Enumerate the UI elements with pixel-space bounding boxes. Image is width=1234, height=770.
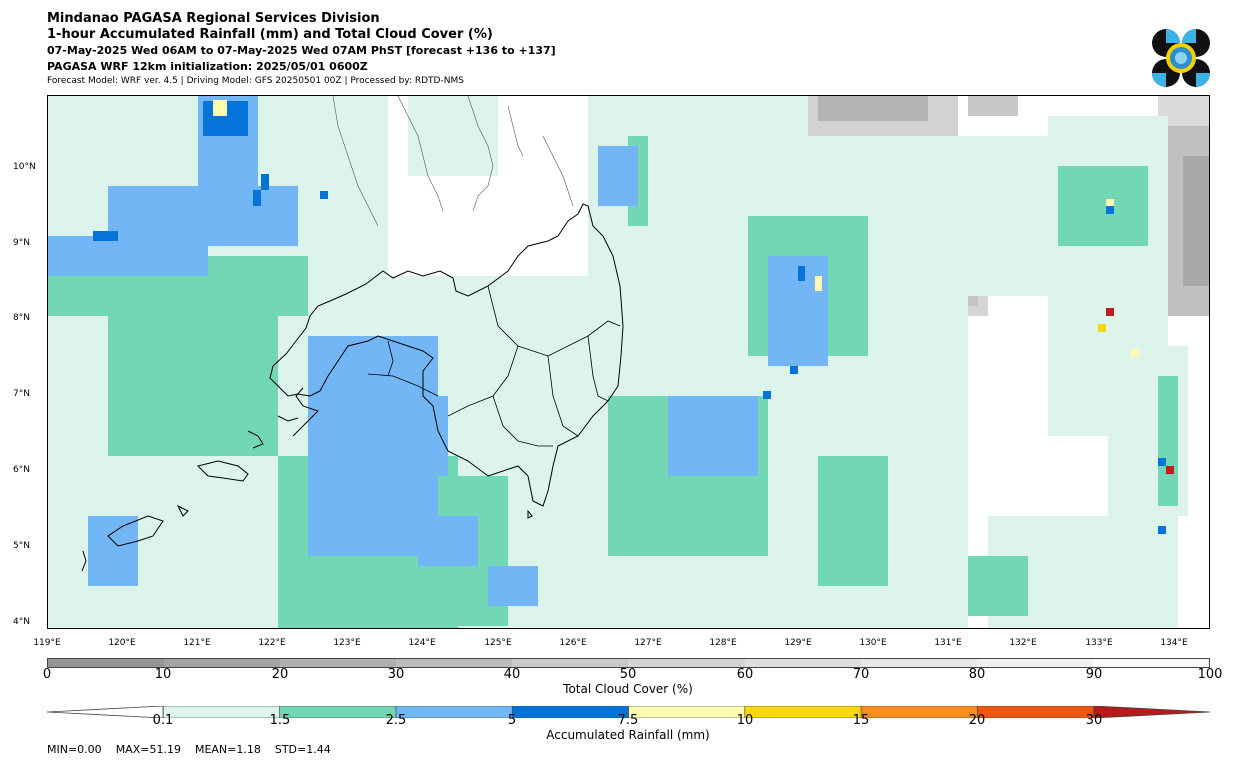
rain-bin-3 [511, 705, 629, 719]
coastlines [81, 203, 624, 572]
cloud-bin-2 [280, 659, 397, 667]
cloud-bin-6 [744, 659, 861, 667]
lon-tick: 125°E [484, 638, 512, 648]
rain-bin-0 [163, 705, 280, 719]
lat-tick: 7°N [13, 389, 30, 399]
rain-tick: 2.5 [385, 713, 407, 728]
cloud-tick: 40 [503, 667, 521, 682]
lon-tick: 132°E [1009, 638, 1037, 648]
cloud-bin-4 [512, 659, 629, 667]
cloud-bin-8 [976, 659, 1093, 667]
title: Mindanao PAGASA Regional Services Divisi… [47, 11, 380, 26]
rain-tick: 7.5 [617, 713, 639, 728]
rain-tick: 5 [507, 713, 517, 728]
rainfall-extreme [213, 100, 1174, 474]
lon-tick: 119°E [33, 638, 61, 648]
rain-bin-5 [744, 705, 862, 719]
lon-tick: 121°E [183, 638, 211, 648]
subtitle: 1-hour Accumulated Rainfall (mm) and Tot… [47, 27, 493, 42]
model-info: Forecast Model: WRF ver. 4.5 | Driving M… [47, 76, 464, 86]
visayas-coastlines [332, 96, 574, 227]
stat-std: STD=1.44 [274, 743, 331, 756]
rain-tick: 20 [968, 713, 986, 728]
lon-tick: 124°E [408, 638, 436, 648]
rainfall-colorbar [46, 703, 1211, 719]
lon-tick: 127°E [634, 638, 662, 648]
lon-tick: 133°E [1085, 638, 1113, 648]
cloud-tick: 50 [619, 667, 637, 682]
cloud-tick: 90 [1085, 667, 1103, 682]
map-frame [47, 95, 1210, 629]
lat-tick: 6°N [13, 465, 30, 475]
rain-tick: 30 [1085, 713, 1103, 728]
rain-over-triangle [1093, 705, 1211, 719]
rain-bin-2 [395, 705, 513, 719]
cloud-tick: 30 [387, 667, 405, 682]
cloud-tick: 60 [736, 667, 754, 682]
lat-tick: 5°N [13, 541, 30, 551]
cloud-tick: 10 [154, 667, 172, 682]
province-boundaries [367, 285, 621, 447]
lon-tick: 131°E [934, 638, 962, 648]
cloud-bin-0 [48, 659, 165, 667]
rain-bin-6 [860, 705, 978, 719]
cloud-bin-5 [628, 659, 745, 667]
valid-time: 07-May-2025 Wed 06AM to 07-May-2025 Wed … [47, 44, 556, 57]
rainfall-label: Accumulated Rainfall (mm) [546, 728, 710, 742]
lat-tick: 9°N [13, 238, 30, 248]
stat-mean: MEAN=1.18 [194, 743, 261, 756]
stats: MIN=0.00 MAX=51.19 MEAN=1.18 STD=1.44 [47, 743, 331, 756]
cloud-tick: 20 [271, 667, 289, 682]
lat-tick: 8°N [13, 313, 30, 323]
rain-bin-4 [628, 705, 746, 719]
cloud-tick: 70 [852, 667, 870, 682]
rainfall-heavy [48, 96, 828, 606]
cloud-cover-colorbar [47, 658, 1210, 668]
lon-tick: 120°E [108, 638, 136, 648]
lon-tick: 122°E [258, 638, 286, 648]
rain-tick: 1.5 [269, 713, 291, 728]
cloud-cover-label: Total Cloud Cover (%) [563, 682, 693, 696]
lon-tick: 134°E [1160, 638, 1188, 648]
stat-min: MIN=0.00 [47, 743, 102, 756]
cloud-bin-7 [860, 659, 977, 667]
cloud-tick: 0 [42, 667, 52, 682]
lon-tick: 130°E [859, 638, 887, 648]
lon-tick: 126°E [559, 638, 587, 648]
rain-bin-1 [279, 705, 397, 719]
lon-tick: 129°E [784, 638, 812, 648]
cloud-tick: 100 [1197, 667, 1223, 682]
cloud-bin-1 [164, 659, 281, 667]
pagasa-logo [1151, 28, 1211, 88]
rain-tick: 15 [852, 713, 870, 728]
init-time: PAGASA WRF 12km initialization: 2025/05/… [47, 60, 368, 73]
lat-tick: 10°N [13, 162, 36, 172]
stat-max: MAX=51.19 [115, 743, 181, 756]
lon-tick: 123°E [333, 638, 361, 648]
map-canvas [48, 96, 1209, 628]
rain-under-triangle [46, 705, 164, 719]
rain-bin-7 [977, 705, 1095, 719]
cloud-tick: 80 [968, 667, 986, 682]
rain-tick: 10 [736, 713, 754, 728]
rain-tick: 0.1 [152, 713, 174, 728]
cloud-bin-9 [1092, 659, 1209, 667]
lon-tick: 128°E [709, 638, 737, 648]
cloud-bin-3 [396, 659, 513, 667]
lat-tick: 4°N [13, 617, 30, 627]
